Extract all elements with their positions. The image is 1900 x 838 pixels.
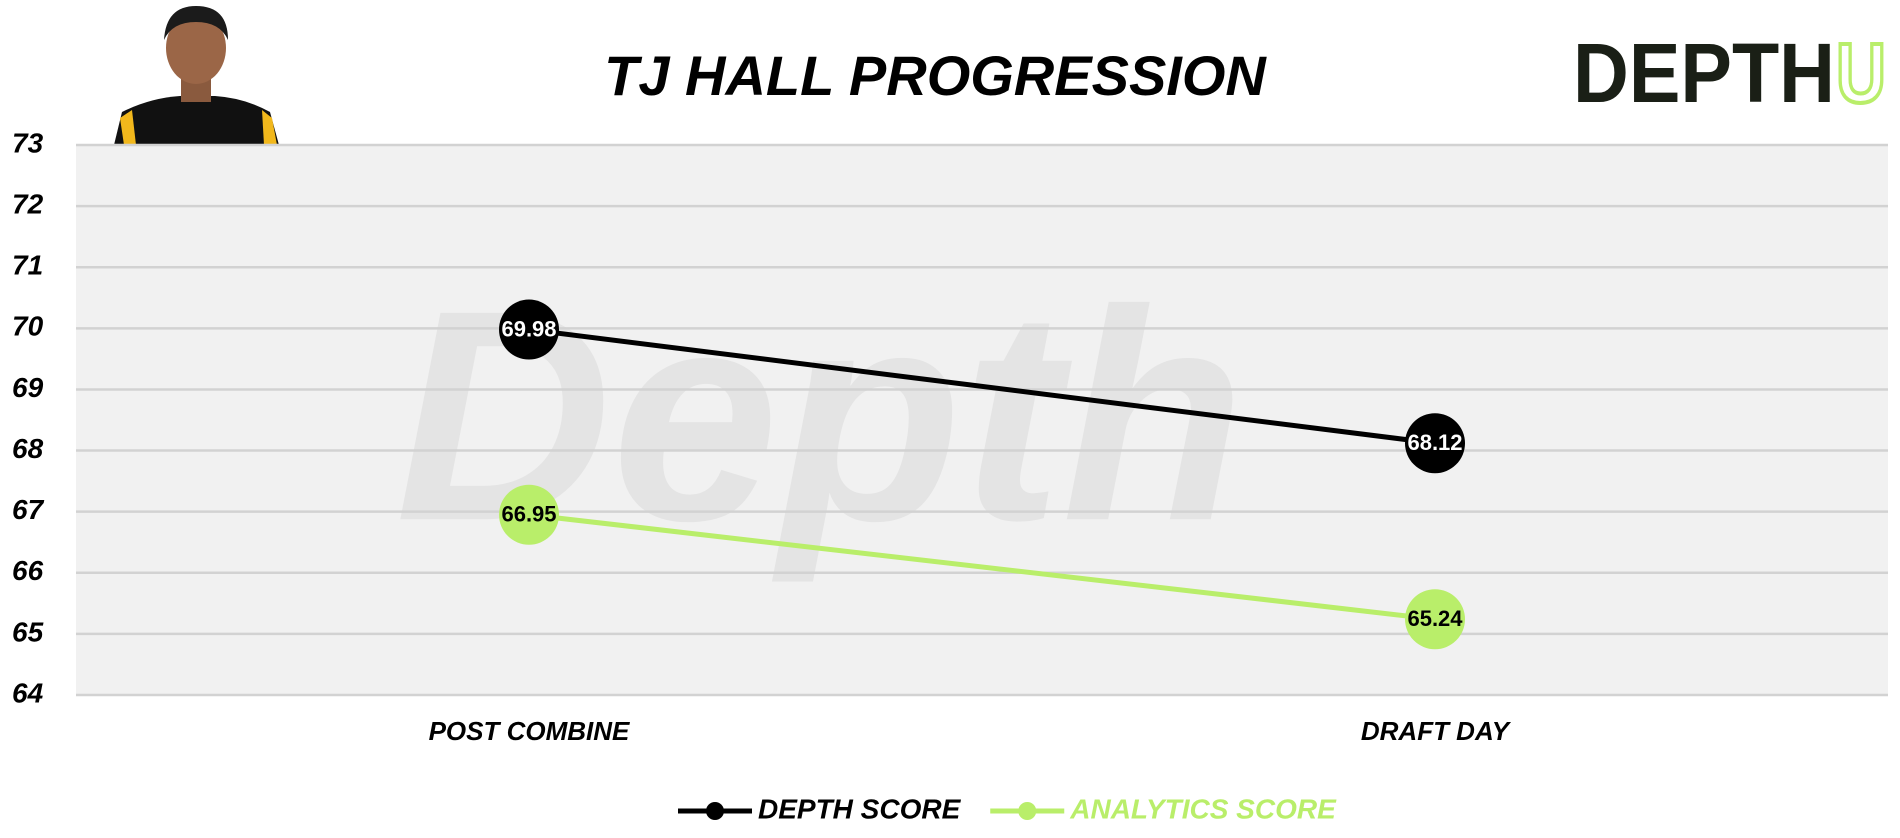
player-photo (114, 6, 279, 145)
y-tick-label: 69 (12, 372, 44, 403)
logo: DEPTH U (1573, 24, 1888, 122)
y-tick-label: 73 (12, 127, 44, 158)
plot-area (76, 145, 1888, 695)
y-tick-label: 72 (12, 189, 44, 220)
series-line (528, 327, 1436, 446)
legend-marker (1018, 802, 1037, 820)
x-tick-label: POST COMBINE (429, 716, 630, 746)
y-tick-label: 68 (12, 433, 44, 464)
legend-marker (706, 802, 724, 820)
x-tick-label: DRAFT DAY (1361, 716, 1512, 746)
data-label: 66.95 (501, 502, 556, 527)
chart-title: TJ HALL PROGRESSION (604, 44, 1267, 107)
y-tick-label: 71 (12, 250, 43, 281)
y-tick-label: 64 (12, 677, 44, 708)
y-tick-label: 66 (12, 555, 44, 586)
y-tick-label: 70 (12, 311, 44, 342)
legend-label: DEPTH SCORE (758, 793, 962, 824)
point-marker (1405, 589, 1465, 650)
logo-main: DEPTH (1573, 26, 1835, 120)
data-label: 68.12 (1407, 430, 1462, 455)
point-marker (1405, 413, 1465, 474)
y-tick-label: 67 (12, 494, 45, 525)
y-tick-label: 65 (12, 616, 44, 647)
series-line (528, 512, 1436, 622)
data-label: 65.24 (1407, 606, 1463, 631)
point-marker (499, 484, 559, 545)
logo-accent: U (1836, 26, 1886, 120)
point-marker (499, 299, 559, 360)
data-label: 69.98 (501, 316, 556, 341)
legend-label: ANALYTICS SCORE (1069, 793, 1337, 824)
